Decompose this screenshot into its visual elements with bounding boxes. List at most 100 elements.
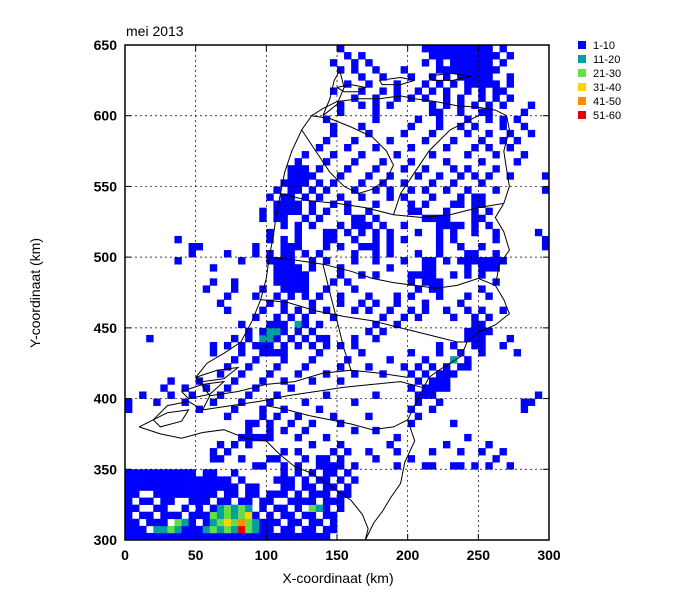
heatmap-cell	[478, 334, 486, 343]
heatmap-cell	[386, 228, 394, 237]
heatmap-cell	[492, 94, 500, 102]
heatmap-cell	[471, 250, 479, 258]
heatmap-cell	[188, 391, 196, 399]
heatmap-cell	[421, 271, 430, 279]
heatmap-cell	[273, 313, 281, 322]
heatmap-cell	[407, 292, 416, 300]
heatmap-cell	[287, 525, 295, 534]
heatmap-cell	[457, 52, 465, 60]
heatmap-cell	[125, 469, 133, 477]
heatmap-cell	[485, 221, 493, 230]
heatmap-cell	[499, 101, 507, 109]
heatmap-cell	[315, 320, 324, 329]
heatmap-cell	[344, 144, 352, 152]
heatmap-cell	[223, 384, 232, 392]
heatmap-cell	[421, 257, 430, 265]
heatmap-cell	[153, 518, 161, 527]
heatmap-cell	[181, 518, 189, 527]
heatmap-cell	[167, 532, 175, 541]
heatmap-cell	[450, 66, 458, 74]
heatmap-cell	[520, 108, 529, 117]
heatmap-cell	[301, 165, 310, 173]
y-tick-label: 300	[94, 532, 118, 548]
heatmap-cell	[160, 518, 168, 527]
heatmap-cell	[301, 455, 310, 463]
heatmap-cell	[245, 419, 253, 428]
heatmap-cell	[513, 136, 522, 145]
heatmap-cell	[259, 214, 267, 223]
heatmap-cell	[322, 136, 331, 145]
heatmap-cell	[287, 250, 295, 258]
heatmap-cell	[450, 228, 458, 237]
heatmap-cell	[266, 490, 274, 498]
heatmap-cell	[322, 504, 331, 513]
heatmap-cell	[160, 469, 168, 477]
heatmap-cell	[457, 73, 465, 81]
heatmap-cell	[414, 377, 423, 385]
heatmap-cell	[435, 228, 444, 237]
heatmap-cell	[238, 525, 246, 534]
heatmap-cell	[506, 73, 514, 81]
heatmap-cell	[478, 87, 486, 95]
map-outline	[138, 69, 511, 541]
heatmap-cell	[443, 306, 451, 315]
heatmap-cell	[301, 334, 310, 343]
heatmap-cell	[273, 200, 281, 208]
heatmap-cell	[358, 221, 366, 230]
heatmap-cell	[499, 306, 507, 315]
heatmap-cell	[280, 179, 288, 187]
heatmap-cell	[223, 306, 232, 315]
heatmap-cell	[139, 525, 147, 534]
heatmap-cell	[337, 497, 345, 505]
heatmap-cell	[329, 200, 338, 208]
heatmap-cell	[132, 518, 140, 527]
heatmap-cell	[337, 455, 345, 463]
heatmap-cell	[351, 257, 359, 265]
heatmap-cell	[337, 172, 345, 180]
heatmap-cell	[428, 87, 437, 95]
heatmap-cell	[174, 469, 182, 477]
heatmap-cell	[337, 419, 345, 428]
heatmap-cell	[337, 504, 345, 513]
heatmap-cell	[167, 483, 175, 491]
heatmap-cell	[280, 250, 288, 258]
heatmap-cell	[450, 80, 458, 88]
heatmap-cell	[308, 172, 317, 180]
heatmap-cell	[337, 292, 345, 300]
y-tick-label: 450	[94, 320, 118, 336]
heatmap-cell	[308, 525, 317, 534]
heatmap-cell	[450, 179, 458, 187]
heatmap-cell	[231, 483, 239, 491]
heatmap-cell	[322, 186, 331, 194]
heatmap-cell	[181, 490, 189, 498]
heatmap-cell	[358, 87, 366, 95]
heatmap-cell	[499, 45, 507, 53]
heatmap-cell	[471, 144, 479, 152]
heatmap-cell	[273, 349, 281, 357]
chart-title: mei 2013	[126, 23, 184, 39]
heatmap-cell	[280, 320, 288, 329]
heatmap-cell	[457, 193, 465, 201]
heatmap-cell	[329, 511, 338, 520]
heatmap-cell	[351, 136, 359, 145]
y-axis-label: Y-coordinaat (km)	[27, 238, 43, 348]
heatmap-cell	[464, 292, 472, 300]
heatmap-cell	[322, 158, 331, 166]
legend-swatch	[578, 83, 586, 91]
heatmap-cell	[322, 207, 331, 216]
heatmap-cell	[259, 327, 267, 336]
heatmap-cell	[457, 243, 465, 251]
heatmap-cell	[450, 370, 458, 378]
heatmap-cell	[421, 45, 430, 53]
heatmap-cell	[294, 278, 302, 286]
heatmap-cell	[351, 59, 359, 67]
heatmap-cell	[132, 483, 140, 491]
heatmap-cell	[259, 334, 267, 343]
heatmap-cell	[478, 214, 486, 223]
heatmap-cell	[471, 172, 479, 180]
heatmap-cell	[252, 292, 260, 300]
x-tick-label: 100	[255, 547, 279, 563]
heatmap-cell	[287, 497, 295, 505]
heatmap-cell	[287, 165, 295, 173]
heatmap-cell	[308, 257, 317, 265]
